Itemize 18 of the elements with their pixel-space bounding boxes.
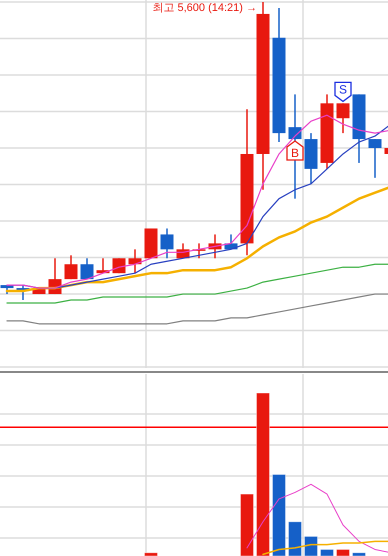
bar xyxy=(144,552,158,556)
candlestick xyxy=(80,258,94,280)
bar xyxy=(336,549,350,556)
bar xyxy=(256,392,270,556)
series-label: B xyxy=(290,146,300,160)
candlestick xyxy=(368,138,382,179)
candlestick xyxy=(288,94,302,200)
bar xyxy=(320,549,334,556)
bar xyxy=(288,521,302,556)
candlestick xyxy=(336,102,350,134)
candlestick xyxy=(160,228,174,260)
bar xyxy=(352,552,366,556)
bar xyxy=(304,536,318,556)
series-label: S xyxy=(338,82,348,96)
candlestick xyxy=(64,254,78,280)
bar xyxy=(240,494,254,556)
annotation: 최고 5,600 (14:21) → xyxy=(152,2,257,14)
bar xyxy=(272,474,286,556)
